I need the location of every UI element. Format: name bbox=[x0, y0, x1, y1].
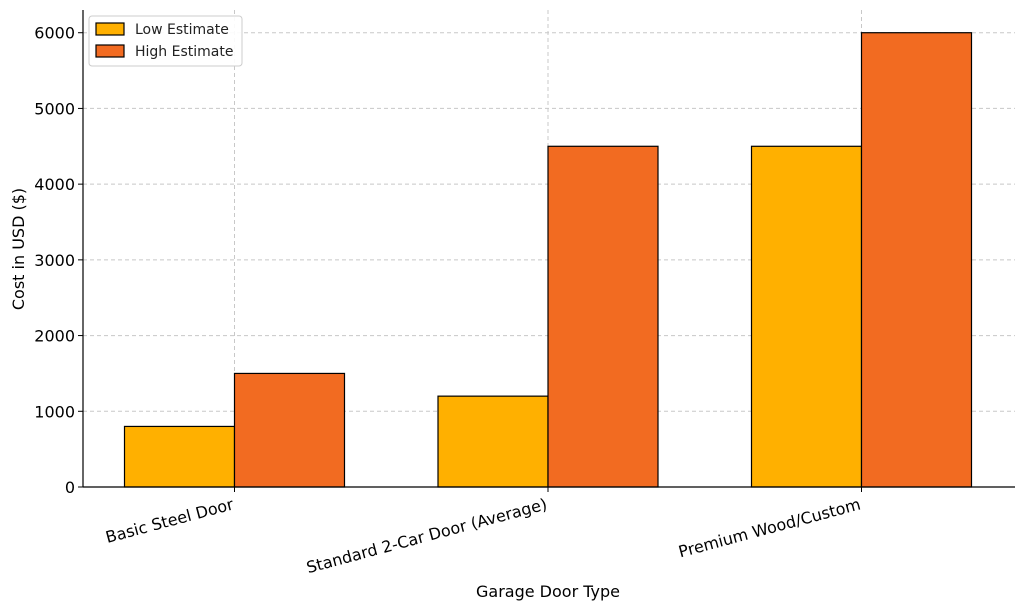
bar-low-estimate bbox=[750, 145, 863, 488]
legend-label-low-estimate: Low Estimate bbox=[135, 22, 229, 38]
y-tick-label: 5000 bbox=[34, 99, 75, 118]
y-tick-label: 3000 bbox=[34, 251, 75, 270]
y-axis-title: Cost in USD ($) bbox=[9, 188, 28, 310]
x-tick-label: Premium Wood/Custom bbox=[676, 495, 862, 562]
legend-box bbox=[88, 15, 243, 67]
bars bbox=[123, 32, 973, 488]
legend-label-high-estimate: High Estimate bbox=[135, 44, 233, 60]
y-tick-label: 1000 bbox=[34, 402, 75, 421]
bar-high-estimate bbox=[860, 32, 973, 488]
y-tick-label: 6000 bbox=[34, 24, 75, 43]
y-ticks: 0 1000 2000 3000 4000 5000 6000 bbox=[34, 24, 83, 497]
x-tick-label: Standard 2-Car Door (Average) bbox=[304, 495, 549, 578]
legend-swatch-high-estimate bbox=[95, 44, 125, 58]
x-axis-title: Garage Door Type bbox=[476, 582, 620, 601]
y-tick-label: 2000 bbox=[34, 327, 75, 346]
axes bbox=[82, 10, 1015, 488]
y-tick-label: 0 bbox=[65, 478, 75, 497]
bar-low-estimate bbox=[123, 425, 236, 488]
bar-low-estimate bbox=[437, 395, 549, 488]
y-tick-label: 4000 bbox=[34, 175, 75, 194]
x-tick-label: Basic Steel Door bbox=[104, 494, 236, 547]
bar-high-estimate bbox=[233, 372, 346, 488]
legend-swatch-low-estimate bbox=[95, 22, 125, 36]
legend: Low Estimate High Estimate bbox=[88, 15, 243, 67]
bar-high-estimate bbox=[547, 145, 659, 488]
x-ticks: Basic Steel Door Standard 2-Car Door (Ave… bbox=[104, 487, 863, 577]
